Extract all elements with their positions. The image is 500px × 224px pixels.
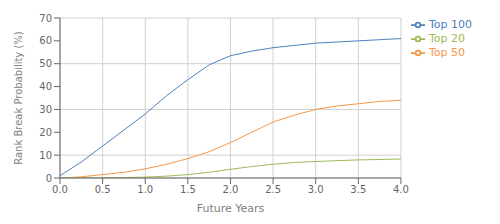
svg-text:0.0: 0.0 <box>52 184 68 195</box>
svg-text:Rank Break Probability (%): Rank Break Probability (%) <box>13 31 24 165</box>
svg-text:1.0: 1.0 <box>137 184 153 195</box>
svg-text:30: 30 <box>39 104 52 115</box>
svg-text:2.5: 2.5 <box>265 184 281 195</box>
svg-text:50: 50 <box>39 58 52 69</box>
svg-text:60: 60 <box>39 35 52 46</box>
svg-text:40: 40 <box>39 81 52 92</box>
svg-text:20: 20 <box>39 127 52 138</box>
svg-text:2.0: 2.0 <box>223 184 239 195</box>
svg-text:10: 10 <box>39 150 52 161</box>
html-text:Top 100: Top 100 <box>428 18 472 31</box>
svg-text:0.5: 0.5 <box>95 184 111 195</box>
html-text:Top 20: Top 20 <box>428 32 465 45</box>
svg-text:Future Years: Future Years <box>197 202 265 215</box>
svg-text:3.0: 3.0 <box>308 184 324 195</box>
svg-text:4.0: 4.0 <box>393 184 409 195</box>
svg-text:0: 0 <box>46 173 52 184</box>
svg-text:70: 70 <box>39 13 52 24</box>
svg-text:3.5: 3.5 <box>350 184 366 195</box>
svg-text:1.5: 1.5 <box>180 184 196 195</box>
html-text:Top 50: Top 50 <box>428 46 465 59</box>
